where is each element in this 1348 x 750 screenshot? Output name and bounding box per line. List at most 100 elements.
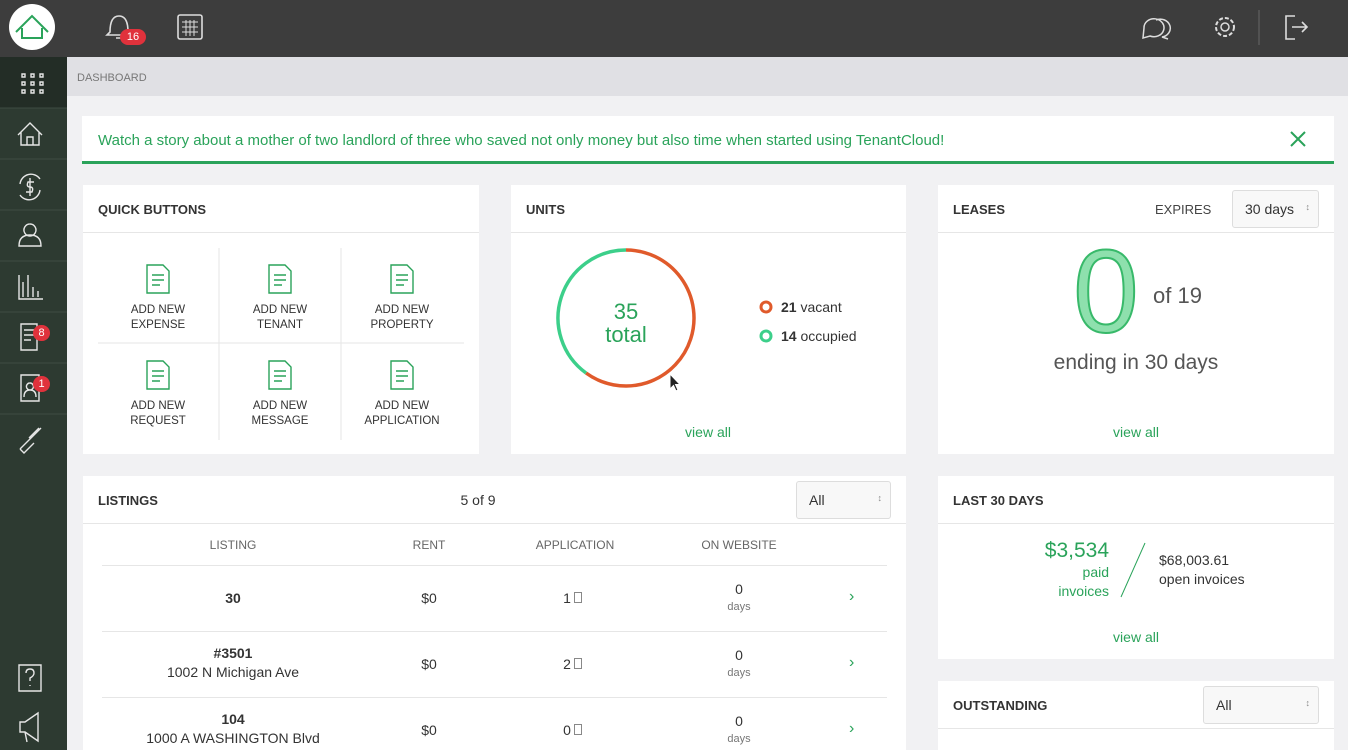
rent: $0 [421, 590, 437, 606]
sidebar-icon[interactable] [19, 711, 39, 743]
view-all-link[interactable]: view all [1113, 629, 1159, 645]
logo[interactable] [9, 4, 55, 50]
notifications-badge: 16 [120, 29, 146, 45]
expires-select[interactable]: 30 days [1232, 190, 1319, 228]
units-donut [556, 248, 696, 388]
sidebar-icon[interactable] [21, 73, 44, 94]
paid-label: invoices [1058, 583, 1109, 599]
card-title: QUICK BUTTONS [98, 202, 207, 217]
outstanding-card: OUTSTANDING All [938, 681, 1334, 750]
row-arrow[interactable]: › [849, 588, 855, 605]
quick-icon [146, 264, 170, 294]
quick-button-label[interactable]: MESSAGE [251, 415, 309, 427]
calendar-grid [182, 20, 198, 36]
row-arrow[interactable]: › [849, 654, 855, 671]
sidebar-icon[interactable] [18, 664, 42, 692]
occupied-count: 14 [781, 328, 797, 344]
quick-icon [390, 360, 414, 390]
card-divider [83, 232, 479, 233]
leases-count: 0 [1072, 226, 1140, 358]
card-divider [511, 232, 906, 233]
quick-button-label[interactable]: ADD NEW [130, 400, 186, 412]
open-label: open invoices [1159, 571, 1245, 587]
doc-icon [574, 724, 582, 735]
sidebar-icon[interactable] [19, 427, 42, 454]
slash [1120, 542, 1146, 598]
quick-button-label[interactable]: REQUEST [130, 415, 186, 427]
quick-button-label[interactable]: ADD NEW [130, 304, 186, 316]
sidebar-icon[interactable] [18, 223, 42, 247]
quick-button-label[interactable]: PROPERTY [370, 319, 434, 331]
outstanding-filter[interactable]: All [1203, 686, 1319, 724]
vacant-count: 21 [781, 299, 797, 315]
quick-button-label[interactable]: ADD NEW [374, 304, 430, 316]
row-divider [102, 565, 887, 566]
donut-segment [585, 248, 696, 388]
view-all-link[interactable]: view all [1113, 424, 1159, 440]
listing-name[interactable]: #3501 [213, 645, 253, 661]
cursor [669, 373, 682, 392]
banner[interactable]: Watch a story about a mother of two land… [82, 116, 1334, 164]
last-30-days-card: LAST 30 DAYS $3,534 paid invoices $68,00… [938, 476, 1334, 659]
on-website-unit: days [727, 601, 751, 613]
sidebar-icon[interactable] [19, 173, 41, 201]
card-title: UNITS [526, 202, 565, 217]
column-header: LISTING [209, 538, 257, 552]
paid-amount: $3,534 [1044, 539, 1109, 562]
quick-button-label[interactable]: ADD NEW [252, 304, 308, 316]
sidebar-icon[interactable] [20, 323, 38, 351]
listings-count: 5 of 9 [460, 492, 496, 508]
card-divider [938, 523, 1334, 524]
banner-text: Watch a story about a mother of two land… [98, 132, 945, 149]
on-website-unit: days [727, 733, 751, 745]
card-divider [83, 523, 906, 524]
on-website: 0 [735, 581, 743, 597]
leases-card: LEASES EXPIRES 30 days 0 of 19 ending in… [938, 185, 1334, 454]
expires-label: EXPIRES [1155, 202, 1212, 217]
rent: $0 [421, 722, 437, 738]
settings-icon[interactable] [1215, 17, 1235, 37]
units-total-label: total [605, 322, 647, 347]
donut-segment [556, 248, 627, 375]
settings-center [1220, 22, 1230, 32]
calendar-icon[interactable] [177, 14, 203, 40]
row-arrow[interactable]: › [849, 720, 855, 737]
listing-name[interactable]: 104 [221, 711, 245, 727]
leases-caption: ending in 30 days [1053, 351, 1219, 374]
quick-button-label[interactable]: TENANT [257, 319, 303, 331]
card-divider [938, 232, 1334, 233]
open-amount: $68,003.61 [1159, 552, 1230, 568]
rent: $0 [421, 656, 437, 672]
sidebar-icon[interactable] [17, 122, 43, 146]
banner-close[interactable] [1290, 131, 1306, 147]
application-count: 0 [563, 722, 571, 738]
view-all-link[interactable]: view all [685, 424, 731, 440]
listing-name[interactable]: 30 [225, 590, 241, 606]
listings-filter[interactable]: All [796, 481, 891, 519]
sidebar-icons [0, 73, 67, 743]
chat-icon[interactable] [1142, 18, 1171, 40]
listing-name[interactable]: 1000 A WASHINGTON Blvd [146, 730, 320, 746]
units-legend-dots [759, 300, 773, 343]
sidebar-icon[interactable] [20, 374, 40, 402]
sidebar-icon[interactable] [18, 275, 43, 300]
on-website: 0 [735, 713, 743, 729]
quick-button-label[interactable]: APPLICATION [364, 415, 440, 427]
quick-button-label[interactable]: ADD NEW [374, 400, 430, 412]
top-icons [9, 4, 1309, 50]
row-divider [102, 697, 887, 698]
logout-icon[interactable] [1285, 15, 1309, 40]
quick-button-label[interactable]: EXPENSE [130, 319, 186, 331]
units-total: 35 [613, 299, 639, 324]
top-bar [0, 0, 1348, 57]
breadcrumb-bar [67, 57, 1348, 96]
leases-of: of 19 [1153, 283, 1202, 308]
card-divider [938, 728, 1334, 729]
paid-label: paid [1082, 564, 1109, 580]
quick-buttons-card: QUICK BUTTONS ADD NEW EXPENSE ADD NEW TENAN… [83, 185, 479, 454]
quick-grid [98, 248, 464, 440]
logo-house [15, 14, 49, 39]
quick-button-label[interactable]: ADD NEW [252, 400, 308, 412]
listing-name[interactable]: 1002 N Michigan Ave [166, 664, 300, 680]
occupied-dot [759, 329, 773, 343]
